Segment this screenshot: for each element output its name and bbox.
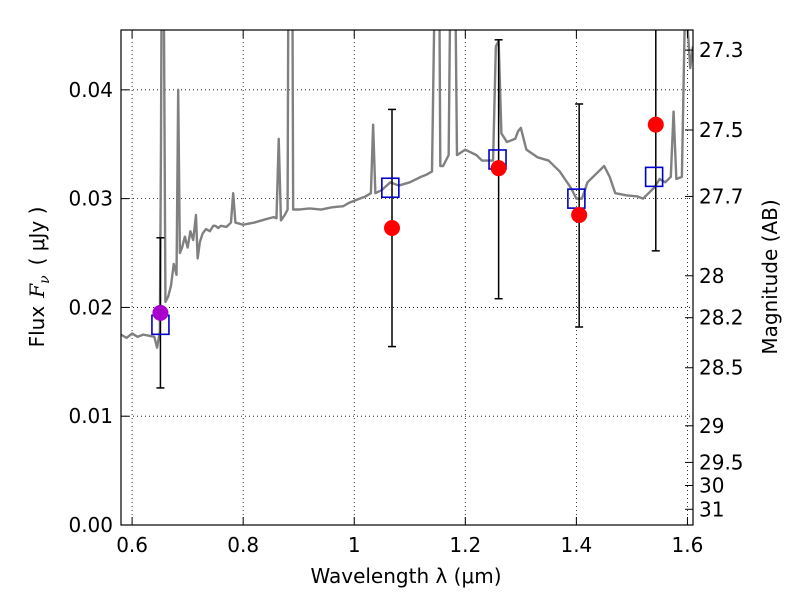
model-square <box>381 177 400 199</box>
observed-dot-layer <box>152 116 664 321</box>
y2-tick-label: 29 <box>699 414 724 438</box>
x-tick-label: 0.6 <box>116 533 148 557</box>
x-tick-label: 1 <box>348 533 361 557</box>
y-tick-label: 0.02 <box>68 295 113 319</box>
y2-tick-label: 30 <box>699 473 724 497</box>
y-tick-label: 0.03 <box>68 187 113 211</box>
y2-tick-label: 31 <box>699 497 724 521</box>
y-tick-label: 0.04 <box>68 78 113 102</box>
model-sed-line <box>121 30 693 349</box>
y2-tick-label: 27.7 <box>699 184 744 208</box>
axes-frame <box>120 29 694 526</box>
y2-tick-label: 28.2 <box>699 306 744 330</box>
y2-tick-label: 27.5 <box>699 118 744 142</box>
x-axis-label: Wavelength λ (μm) <box>310 564 501 588</box>
y-tick-label: 0.00 <box>68 513 113 537</box>
observed-point <box>384 220 401 236</box>
observed-point <box>152 304 169 321</box>
y-axis-label: FluxFν( μJy ) <box>25 207 53 348</box>
y-tick-label: 0.01 <box>68 404 113 428</box>
axes-border <box>120 29 694 526</box>
y2-tick-label: 28.5 <box>699 356 744 380</box>
x-tick-label: 0.8 <box>227 533 259 557</box>
x-tick-label: 1.6 <box>672 533 704 557</box>
x-tick-label: 1.4 <box>560 533 592 557</box>
model-square-layer <box>151 149 664 336</box>
y2-tick-label: 27.3 <box>699 38 744 62</box>
y2-tick-label: 28 <box>699 264 724 288</box>
y2-tick-label: 29.5 <box>699 450 744 474</box>
x-tick-label: 1.2 <box>449 533 481 557</box>
plot-area <box>121 30 693 389</box>
model-sed-layer <box>121 30 693 349</box>
observed-point <box>571 206 588 223</box>
observed-point <box>647 116 664 133</box>
grid <box>121 30 693 525</box>
ticks: 0.6 0.8 1 1.2 1.4 1.6 0.00 0.01 0.02 0.03 0.04 27.3… <box>68 30 744 557</box>
model-square <box>644 166 664 188</box>
observed-point <box>490 160 507 177</box>
y2-axis-label: Magnitude (AB) <box>758 199 782 354</box>
